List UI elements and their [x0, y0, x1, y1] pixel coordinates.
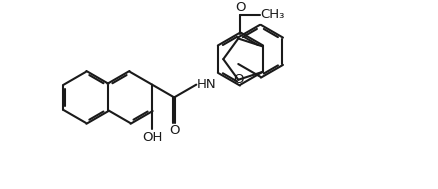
Text: O: O	[235, 1, 245, 14]
Text: O: O	[169, 124, 179, 137]
Text: OH: OH	[141, 131, 162, 144]
Text: HN: HN	[197, 78, 216, 91]
Text: CH₃: CH₃	[260, 8, 284, 21]
Text: O: O	[233, 73, 243, 86]
